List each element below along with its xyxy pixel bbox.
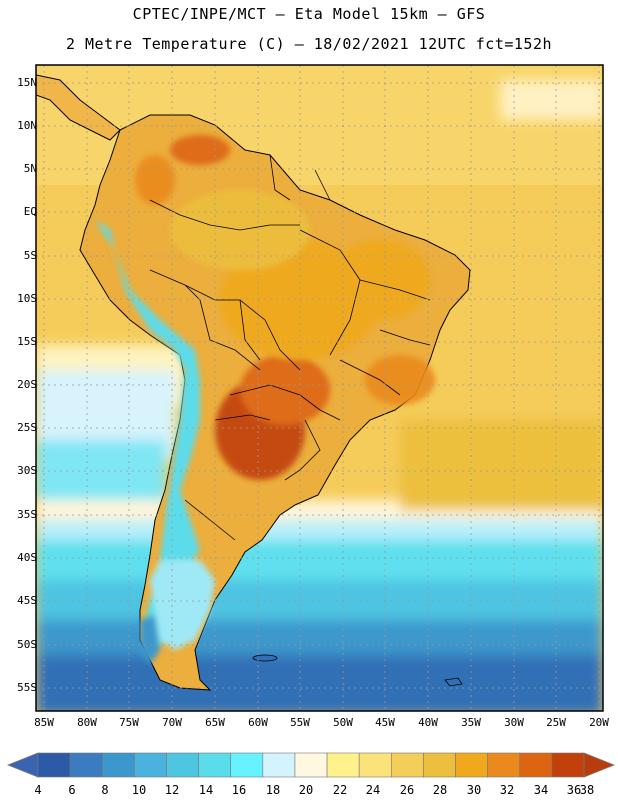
colorbar-label: 30	[466, 783, 482, 797]
colorbar-high-arrow	[583, 752, 616, 778]
lat-label: 5N	[23, 162, 37, 175]
lon-label: 30W	[504, 716, 524, 729]
lon-label: 40W	[418, 716, 438, 729]
colorbar-label: 10	[131, 783, 147, 797]
colorbar-swatch	[358, 752, 392, 778]
colorbar-swatch	[37, 752, 71, 778]
lat-label: 45S	[17, 594, 37, 607]
lat-label: 50S	[17, 638, 37, 651]
colorbar-swatch	[262, 752, 296, 778]
colorbar-swatch	[423, 752, 456, 778]
colorbar-swatch	[101, 752, 135, 778]
lon-label: 35W	[461, 716, 481, 729]
colorbar-label: 24	[365, 783, 381, 797]
colorbar-label: 16	[231, 783, 247, 797]
lon-label: 75W	[119, 716, 139, 729]
colorbar-label: 32	[499, 783, 515, 797]
colorbar-label: 26	[399, 783, 415, 797]
colorbar-label: 12	[164, 783, 180, 797]
colorbar-label: 4	[34, 783, 42, 797]
graticule	[36, 65, 603, 711]
lat-label: 25S	[17, 421, 37, 434]
map-frame	[35, 64, 604, 712]
colorbar-swatch	[390, 752, 424, 778]
lon-label: 85W	[34, 716, 54, 729]
colorbar-swatch	[487, 752, 521, 778]
colorbar-swatch	[326, 752, 360, 778]
lon-label: 45W	[375, 716, 395, 729]
lon-label: 25W	[546, 716, 566, 729]
colorbar-swatch	[198, 752, 232, 778]
colorbar-swatch	[551, 752, 585, 778]
lon-label: 70W	[162, 716, 182, 729]
colorbar-swatch	[230, 752, 264, 778]
colorbar-swatch	[166, 752, 199, 778]
colorbar-label: 22	[332, 783, 348, 797]
country-borders	[149, 154, 431, 541]
colorbar-swatch	[69, 752, 103, 778]
colorbar-label: 8	[101, 783, 109, 797]
colorbar-label: 18	[265, 783, 281, 797]
lat-label: 55S	[17, 681, 37, 694]
colorbar-label: 36	[566, 783, 582, 797]
lat-label: 15S	[17, 335, 37, 348]
lon-label: 20W	[589, 716, 609, 729]
colorbar-low-arrow	[6, 752, 39, 778]
lat-label: 10N	[17, 119, 37, 132]
colorbar-label: 38	[579, 783, 595, 797]
colorbar-swatch	[294, 752, 328, 778]
lat-label: EQ	[23, 205, 37, 218]
colorbar-label: 28	[432, 783, 448, 797]
lat-label: 30S	[17, 464, 37, 477]
lon-label: 65W	[205, 716, 225, 729]
lon-label: 50W	[333, 716, 353, 729]
colorbar-label: 6	[68, 783, 76, 797]
lat-label: 35S	[17, 508, 37, 521]
lon-label: 80W	[77, 716, 97, 729]
lon-label: 60W	[248, 716, 268, 729]
lat-label: 5S	[23, 249, 37, 262]
colorbar-swatch	[519, 752, 553, 778]
colorbar-label: 34	[533, 783, 549, 797]
lat-label: 40S	[17, 551, 37, 564]
colorbar-label: 20	[298, 783, 314, 797]
lat-label: 15N	[17, 76, 37, 89]
lat-label: 20S	[17, 378, 37, 391]
colorbar-swatch	[455, 752, 488, 778]
temperature-field	[36, 65, 603, 711]
map-title: CPTEC/INPE/MCT – Eta Model 15km – GFS	[132, 5, 486, 23]
lon-label: 55W	[290, 716, 310, 729]
colorbar-label: 14	[198, 783, 214, 797]
colorbar-swatch	[134, 752, 167, 778]
lat-label: 10S	[17, 292, 37, 305]
map-subtitle: 2 Metre Temperature (C) – 18/02/2021 12U…	[65, 35, 553, 53]
colorbar	[6, 752, 616, 778]
